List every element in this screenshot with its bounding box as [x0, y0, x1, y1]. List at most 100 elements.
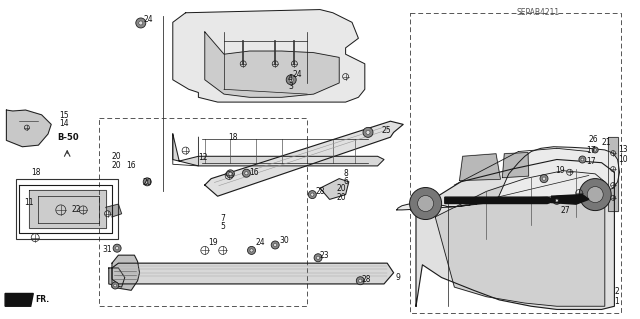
Circle shape [113, 244, 121, 252]
Polygon shape [552, 195, 589, 204]
Text: 31: 31 [102, 245, 112, 254]
Text: 17: 17 [586, 146, 596, 155]
Text: 6: 6 [343, 177, 348, 186]
Text: 20: 20 [337, 184, 346, 193]
Circle shape [136, 18, 146, 28]
Circle shape [229, 172, 232, 175]
Circle shape [540, 174, 548, 183]
Text: 20: 20 [337, 193, 346, 202]
Polygon shape [6, 110, 51, 147]
Circle shape [245, 172, 248, 175]
Text: 10: 10 [618, 155, 628, 164]
Circle shape [248, 246, 255, 255]
Circle shape [243, 169, 250, 177]
Circle shape [114, 284, 116, 287]
Circle shape [543, 177, 545, 180]
Text: 28: 28 [362, 275, 371, 284]
Circle shape [363, 127, 373, 137]
Polygon shape [112, 263, 394, 284]
Text: 24: 24 [255, 238, 265, 247]
Text: 13: 13 [618, 145, 628, 154]
Circle shape [311, 193, 314, 196]
Text: 7: 7 [221, 214, 226, 223]
Text: 20: 20 [142, 178, 152, 187]
Circle shape [271, 241, 279, 249]
Polygon shape [112, 255, 140, 290]
Polygon shape [502, 152, 529, 178]
Polygon shape [608, 137, 618, 211]
Circle shape [143, 178, 151, 186]
Text: 22: 22 [72, 205, 81, 214]
Text: 24: 24 [143, 15, 153, 24]
Circle shape [112, 282, 118, 289]
Text: 23: 23 [320, 251, 330, 260]
Text: 12: 12 [198, 153, 208, 162]
Polygon shape [5, 293, 33, 306]
Polygon shape [445, 197, 557, 204]
Circle shape [588, 187, 604, 203]
Text: 21: 21 [602, 138, 611, 147]
Text: 30: 30 [279, 236, 289, 245]
Circle shape [410, 188, 442, 219]
Circle shape [274, 243, 277, 247]
Circle shape [116, 247, 119, 250]
Circle shape [308, 190, 316, 199]
Polygon shape [460, 154, 500, 181]
Circle shape [579, 156, 586, 163]
Text: 19: 19 [556, 166, 565, 175]
Circle shape [555, 199, 558, 202]
Text: 16: 16 [250, 168, 259, 177]
Text: 18: 18 [31, 168, 40, 177]
Circle shape [579, 179, 611, 211]
Circle shape [316, 256, 320, 259]
Polygon shape [29, 190, 106, 228]
Text: 9: 9 [396, 273, 401, 282]
Polygon shape [173, 134, 384, 166]
Circle shape [227, 170, 234, 178]
Text: 26: 26 [589, 135, 598, 144]
Text: 14: 14 [59, 119, 68, 128]
Polygon shape [416, 160, 614, 309]
Circle shape [289, 78, 293, 82]
Text: 15: 15 [59, 111, 68, 120]
Text: 5: 5 [221, 222, 226, 231]
Polygon shape [173, 10, 365, 102]
Text: 8: 8 [343, 169, 348, 178]
Circle shape [592, 147, 598, 153]
Circle shape [314, 254, 322, 262]
Text: 18: 18 [228, 133, 237, 142]
Text: 25: 25 [381, 126, 391, 135]
Text: 2: 2 [614, 287, 619, 296]
Text: 19: 19 [209, 238, 218, 247]
Polygon shape [397, 147, 620, 210]
Circle shape [146, 180, 149, 183]
Circle shape [418, 196, 434, 211]
Polygon shape [205, 121, 403, 196]
Circle shape [356, 277, 364, 285]
Polygon shape [320, 179, 349, 199]
Text: 24: 24 [292, 70, 302, 79]
Circle shape [581, 158, 584, 161]
Circle shape [553, 196, 561, 204]
Circle shape [366, 130, 370, 134]
Text: SEPAB4211: SEPAB4211 [516, 8, 559, 17]
Text: 4: 4 [288, 74, 293, 83]
Circle shape [286, 75, 296, 85]
Circle shape [594, 149, 596, 151]
Text: FR.: FR. [35, 295, 49, 304]
Text: 17: 17 [586, 157, 596, 166]
Text: B-50: B-50 [58, 133, 79, 142]
Text: 28: 28 [316, 187, 325, 196]
Text: 27: 27 [561, 206, 570, 215]
Text: 20: 20 [112, 161, 122, 170]
Text: 20: 20 [112, 152, 122, 161]
Polygon shape [205, 32, 339, 97]
Circle shape [139, 21, 143, 25]
Text: 3: 3 [288, 82, 293, 91]
Bar [16, 179, 118, 239]
Circle shape [250, 249, 253, 252]
Circle shape [358, 279, 362, 282]
Polygon shape [435, 171, 605, 306]
Text: 16: 16 [126, 161, 136, 170]
Polygon shape [106, 204, 122, 217]
